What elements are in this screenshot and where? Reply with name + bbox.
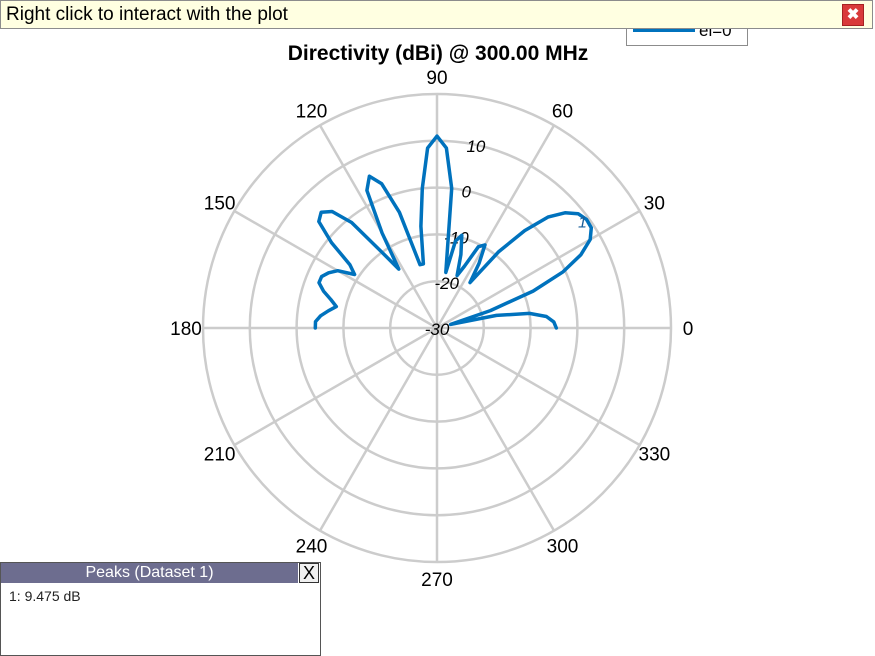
peak-marker-label-1[interactable]: 1 xyxy=(578,214,587,231)
angle-tick-label-0: 0 xyxy=(683,319,694,340)
chart-title: Directivity (dBi) @ 300.00 MHz xyxy=(288,42,589,65)
angle-tick-label-270: 270 xyxy=(421,570,453,591)
angle-tick-label-300: 300 xyxy=(547,536,579,557)
annotation-layer: 1 xyxy=(578,214,587,231)
angle-tick-label-330: 330 xyxy=(639,445,671,466)
grid-spoke-30 xyxy=(436,209,641,330)
peaks-panel-title: Peaks (Dataset 1) xyxy=(1,563,298,583)
interaction-banner: Right click to interact with the plot ✖ xyxy=(0,0,873,29)
angle-tick-label-90: 90 xyxy=(426,68,447,89)
banner-close-button[interactable]: ✖ xyxy=(842,4,864,26)
angle-tick-label-120: 120 xyxy=(296,102,328,123)
radius-tick-label-4: 10 xyxy=(466,137,485,156)
angle-tick-label-180: 180 xyxy=(170,319,202,340)
radius-tick-label-0: -30 xyxy=(425,320,450,339)
banner-text: Right click to interact with the plot xyxy=(6,4,288,25)
grid-spoke-240 xyxy=(318,327,439,532)
peaks-panel: Peaks (Dataset 1) X 1: 9.475 dB xyxy=(0,562,321,656)
legend-line-swatch xyxy=(633,29,695,32)
legend[interactable]: el=0° xyxy=(626,29,748,46)
series-line-0[interactable] xyxy=(313,134,594,330)
angle-tick-label-30: 30 xyxy=(644,194,665,215)
legend-label: el=0° xyxy=(699,29,739,40)
grid-spoke-300 xyxy=(435,327,556,532)
grid-spoke-210 xyxy=(233,326,438,447)
grid-spoke-330 xyxy=(436,326,641,447)
series-layer xyxy=(313,134,594,330)
angle-tick-label-60: 60 xyxy=(552,102,573,123)
angle-tick-label-240: 240 xyxy=(296,536,328,557)
angle-tick-label-210: 210 xyxy=(204,445,236,466)
angle-tick-labels: 0 30 60 90 120 150 180 210 240 270 300 330 xyxy=(170,68,693,591)
radius-tick-label-3: 0 xyxy=(461,183,471,202)
peaks-panel-close-button[interactable]: X xyxy=(299,563,319,583)
radius-tick-label-1: -20 xyxy=(434,274,459,293)
grid-spoke-60 xyxy=(435,124,556,329)
angle-tick-label-150: 150 xyxy=(204,194,236,215)
peaks-row[interactable]: 1: 9.475 dB xyxy=(9,588,81,604)
